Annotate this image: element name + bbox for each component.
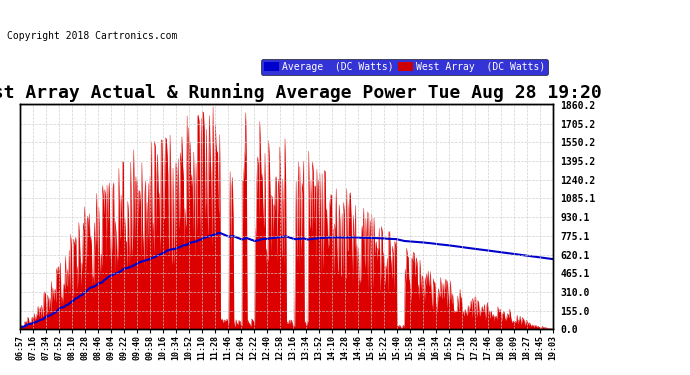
- Title: West Array Actual & Running Average Power Tue Aug 28 19:20: West Array Actual & Running Average Powe…: [0, 83, 602, 102]
- Text: Copyright 2018 Cartronics.com: Copyright 2018 Cartronics.com: [7, 32, 177, 41]
- Legend: Average  (DC Watts), West Array  (DC Watts): Average (DC Watts), West Array (DC Watts…: [262, 59, 548, 75]
